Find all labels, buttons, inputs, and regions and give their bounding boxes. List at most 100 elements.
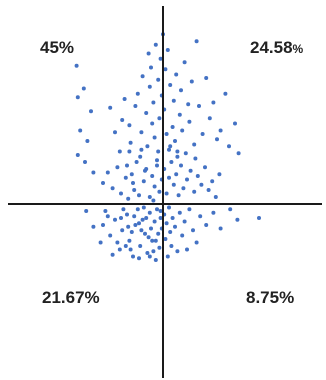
data-point [74,63,79,68]
data-point [200,132,205,136]
data-point [186,102,191,107]
data-point [193,156,198,161]
data-point [187,207,192,212]
data-point [89,109,93,114]
data-point [84,209,89,213]
data-point [151,198,156,203]
data-point [215,137,219,142]
data-point [175,249,180,254]
data-point [223,91,228,96]
data-point [156,149,161,154]
data-point [203,165,207,170]
data-point [163,67,168,72]
data-point [168,230,173,234]
data-point [129,230,134,234]
data-point [121,207,126,212]
quadrant-label-bottom-right: 8.75% [246,288,294,307]
data-point [153,258,158,262]
data-point [132,188,137,192]
data-point [81,86,86,91]
data-point [207,116,212,121]
data-point [182,60,187,65]
data-point [157,116,162,121]
data-point [126,224,131,229]
data-point [113,130,117,135]
data-point [135,207,140,212]
data-point [206,188,211,192]
data-point [157,245,162,250]
data-point [151,100,156,105]
data-point [75,153,80,157]
data-point [167,205,171,210]
data-point [183,151,188,156]
data-point [156,77,161,82]
data-point [150,174,155,178]
data-point [257,216,261,220]
quadrant-label-top-right: 24.58% [250,38,304,57]
data-point [188,168,193,173]
data-point [145,251,150,255]
data-point [108,233,113,238]
data-point [171,98,176,103]
data-point [147,84,152,89]
data-point [236,151,241,156]
data-point [155,158,159,163]
data-point [105,170,110,175]
data-point [164,132,169,136]
data-point [128,140,133,145]
data-point [123,244,128,248]
data-point [155,207,159,212]
quadrant-label-top-right-suffix: % [293,42,304,56]
data-point [151,249,156,254]
data-point [167,147,171,152]
data-point [192,189,197,194]
data-point [131,254,135,259]
data-point [139,228,144,233]
data-point [141,205,146,210]
data-point [145,144,150,149]
data-point [120,228,125,233]
data-point [110,186,115,191]
data-point [132,214,137,219]
data-point [113,217,117,222]
data-point [137,256,141,261]
data-point [173,139,177,143]
data-point [187,119,192,124]
data-point [120,118,125,122]
data-point [152,135,157,140]
data-point [210,179,215,184]
data-point [218,226,223,231]
data-point [147,254,152,259]
data-point [156,231,161,236]
data-point [137,221,141,226]
data-point [158,209,163,213]
data-point [137,193,141,198]
data-point [195,174,200,178]
data-point [119,191,123,196]
data-point [163,237,168,241]
data-point [182,219,187,224]
data-point [157,189,162,194]
data-point [127,149,132,154]
data-point [164,221,169,226]
data-point [164,191,169,196]
data-point [105,214,110,219]
data-point [143,231,147,236]
data-point [204,76,209,80]
quadrant-label-top-right-value: 24.58 [250,38,293,57]
data-point [170,216,175,220]
data-point [177,112,182,117]
data-point [233,121,237,126]
data-point [134,160,139,164]
data-point [125,163,129,168]
data-point [174,172,179,177]
data-point [179,163,183,168]
data-point [155,163,159,168]
data-point [192,142,197,147]
data-point [133,223,138,227]
data-point [128,247,133,252]
data-point [185,247,189,252]
data-point [138,244,143,248]
data-point [213,195,218,199]
